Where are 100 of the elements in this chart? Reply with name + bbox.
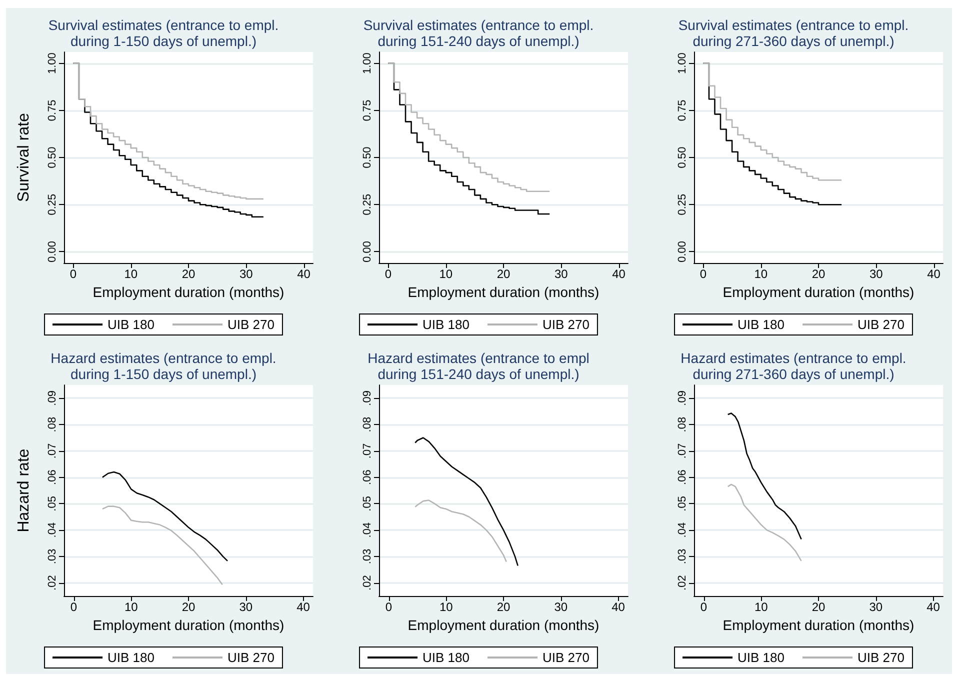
y-tick-label: .07 [362, 443, 374, 459]
y-tick-label: .07 [676, 443, 688, 459]
chart-title: Survival estimates (entrance to empl. during 151-240 days of unempl.) [363, 17, 594, 49]
chart-title: Hazard estimates (entrance to empl. during 1-150 days of unempl.) [50, 350, 276, 382]
y-tick-label: .09 [676, 390, 688, 406]
y-tick-label: 0.00 [46, 240, 58, 262]
x-tick-label: 20 [182, 600, 196, 614]
line-series [727, 484, 802, 562]
x-tick-label: 0 [70, 267, 77, 281]
line-series [102, 506, 223, 586]
x-tick-label: 0 [700, 600, 708, 614]
legend-label: UIB 270 [542, 650, 590, 665]
x-axis-title: Employment duration (months) [408, 284, 600, 300]
y-tick-label: .02 [46, 575, 58, 590]
x-tick-label: 10 [754, 600, 768, 614]
x-tick-label: 40 [612, 267, 626, 281]
y-tick-label: 0.00 [676, 240, 688, 262]
y-tick-label: 0.25 [362, 194, 374, 216]
y-tick-label: 0.25 [676, 194, 688, 216]
y-tick-label: 0.75 [362, 100, 374, 122]
x-axis-title: Employment duration (months) [722, 284, 914, 300]
y-tick-label: .03 [46, 548, 58, 564]
y-tick-label: .03 [676, 548, 688, 564]
chart-title: Hazard estimates (entrance to empl during 151-240 days of unempl.) [368, 350, 590, 382]
y-tick-label: .04 [362, 522, 374, 538]
legend-label: UIB 270 [858, 317, 904, 332]
y-tick-label: 1.00 [676, 52, 688, 74]
y-tick-label: .07 [46, 443, 58, 459]
line-series [102, 471, 228, 562]
legend-label: UIB 180 [422, 650, 470, 665]
x-axis-title: Employment duration (months) [92, 284, 284, 300]
y-tick-label: .02 [676, 575, 688, 590]
x-tick-label: 20 [812, 267, 826, 281]
x-axis-title: Employment duration (months) [92, 616, 284, 633]
y-tick-label: .05 [676, 496, 688, 512]
x-tick-label: 10 [124, 600, 138, 614]
x-tick-label: 40 [612, 600, 626, 614]
x-tick-label: 0 [700, 267, 707, 281]
x-tick-label: 30 [869, 600, 883, 614]
chart-title: Survival estimates (entrance to empl. during 1-150 days of unempl.) [48, 17, 279, 49]
x-tick-label: 30 [869, 267, 884, 281]
y-tick-label: 1.00 [362, 52, 374, 74]
y-tick-label: 0.50 [676, 146, 688, 168]
y-tick-label: .06 [676, 470, 688, 485]
y-axis-title: Hazard rate [16, 448, 32, 532]
y-tick-label: .06 [46, 470, 58, 485]
x-tick-label: 30 [239, 267, 254, 281]
line-series [414, 500, 508, 562]
x-tick-label: 20 [812, 600, 826, 614]
legend-label: UIB 270 [858, 650, 904, 665]
y-tick-label: .08 [46, 416, 58, 432]
y-tick-label: 0.50 [46, 146, 58, 168]
x-tick-label: 40 [296, 600, 310, 614]
x-tick-label: 40 [926, 600, 940, 614]
y-tick-label: .09 [46, 390, 58, 406]
x-axis-title: Employment duration (months) [408, 616, 600, 633]
y-tick-label: .02 [362, 575, 374, 590]
x-tick-label: 10 [124, 267, 138, 281]
legend-label: UIB 180 [738, 317, 785, 332]
legend-label: UIB 180 [108, 317, 155, 332]
x-tick-label: 10 [439, 267, 453, 281]
x-tick-label: 0 [385, 600, 392, 614]
legend-label: UIB 270 [542, 317, 590, 332]
x-tick-label: 30 [554, 267, 568, 281]
y-tick-label: 0.50 [362, 146, 374, 168]
y-tick-label: .05 [46, 496, 58, 512]
x-tick-label: 20 [496, 267, 510, 281]
y-tick-label: 1.00 [46, 52, 58, 74]
line-series [414, 437, 518, 566]
y-tick-label: 0.75 [676, 100, 688, 122]
y-tick-label: .06 [362, 470, 374, 485]
x-tick-label: 40 [297, 267, 311, 281]
x-tick-label: 40 [927, 267, 941, 281]
y-tick-label: .04 [676, 522, 688, 538]
legend-label: UIB 180 [108, 650, 155, 665]
y-tick-label: .08 [676, 416, 688, 432]
legend-label: UIB 180 [738, 650, 785, 665]
y-tick-label: .05 [362, 496, 374, 512]
x-tick-label: 0 [70, 600, 78, 614]
x-tick-label: 20 [182, 267, 196, 281]
x-tick-label: 30 [554, 600, 568, 614]
x-tick-label: 0 [384, 267, 392, 281]
legend-label: UIB 270 [228, 317, 274, 332]
y-tick-label: 0.00 [362, 240, 374, 262]
x-tick-label: 30 [239, 600, 253, 614]
chart-title: Survival estimates (entrance to empl. during 271-360 days of unempl.) [678, 17, 909, 49]
y-tick-label: 0.75 [46, 100, 58, 122]
x-axis-title: Employment duration (months) [722, 616, 914, 633]
x-tick-label: 10 [754, 267, 768, 281]
y-tick-label: .09 [362, 390, 374, 406]
x-tick-label: 20 [496, 600, 510, 614]
chart-title: Hazard estimates (entrance to empl. during 271-360 days of unempl.) [680, 350, 906, 382]
y-tick-label: 0.25 [46, 194, 58, 216]
legend-label: UIB 180 [422, 317, 470, 332]
legend-label: UIB 270 [228, 650, 274, 665]
line-series [727, 412, 802, 540]
y-axis-title: Survival rate [16, 112, 32, 202]
y-tick-label: .04 [46, 522, 58, 538]
y-tick-label: .03 [362, 548, 374, 564]
y-tick-label: .08 [362, 416, 374, 432]
